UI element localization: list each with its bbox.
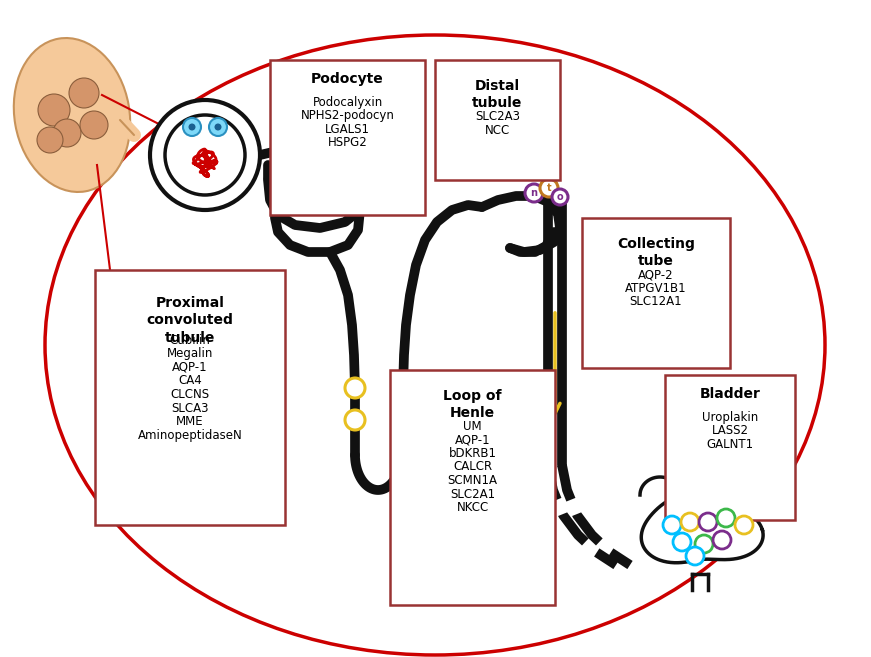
Text: ATPGV1B1: ATPGV1B1 xyxy=(625,281,687,294)
Text: CA4: CA4 xyxy=(179,374,202,388)
Circle shape xyxy=(345,410,365,430)
Text: NCC: NCC xyxy=(485,124,510,137)
Circle shape xyxy=(188,124,195,131)
Text: MME: MME xyxy=(176,415,204,428)
Text: t: t xyxy=(547,183,551,193)
Text: Bladder: Bladder xyxy=(699,387,760,401)
Circle shape xyxy=(248,288,268,308)
Bar xyxy=(390,370,555,605)
Bar xyxy=(270,60,425,215)
Circle shape xyxy=(673,533,691,551)
Circle shape xyxy=(699,513,717,531)
Text: HSPG2: HSPG2 xyxy=(327,137,368,150)
Text: LGALS1: LGALS1 xyxy=(325,123,370,136)
Text: AQP-1: AQP-1 xyxy=(455,434,490,447)
Text: o: o xyxy=(557,192,564,202)
Text: g: g xyxy=(256,320,264,330)
Text: AQP-2: AQP-2 xyxy=(638,268,674,281)
Circle shape xyxy=(150,100,260,210)
Text: GALNT1: GALNT1 xyxy=(706,438,753,451)
Text: Proximal
convoluted
tubule: Proximal convoluted tubule xyxy=(146,296,233,345)
Circle shape xyxy=(250,315,270,335)
Text: Megalin: Megalin xyxy=(167,348,213,361)
Circle shape xyxy=(53,119,81,147)
Circle shape xyxy=(345,378,365,398)
Text: SLC12A1: SLC12A1 xyxy=(630,295,682,308)
Circle shape xyxy=(37,127,63,153)
Text: n: n xyxy=(530,188,537,198)
Circle shape xyxy=(552,189,568,205)
Text: AQP-1: AQP-1 xyxy=(172,361,208,374)
Circle shape xyxy=(80,111,108,139)
Circle shape xyxy=(663,516,681,534)
Bar xyxy=(582,218,730,368)
Text: LASS2: LASS2 xyxy=(712,424,748,438)
Circle shape xyxy=(695,535,713,553)
Circle shape xyxy=(540,179,558,197)
Circle shape xyxy=(681,513,699,531)
Text: NPHS2-podocyn: NPHS2-podocyn xyxy=(300,110,395,122)
Text: Podocalyxin: Podocalyxin xyxy=(313,96,382,109)
Circle shape xyxy=(686,547,704,565)
Text: Collecting
tube: Collecting tube xyxy=(617,237,695,268)
Text: AminopeptidaseN: AminopeptidaseN xyxy=(138,428,242,442)
Text: CLCNS: CLCNS xyxy=(171,388,210,401)
Text: SLC2A3: SLC2A3 xyxy=(475,110,520,123)
Polygon shape xyxy=(641,493,763,563)
Text: SLCA3: SLCA3 xyxy=(172,401,209,415)
Circle shape xyxy=(214,124,221,131)
Text: Loop of
Henle: Loop of Henle xyxy=(443,389,502,420)
Circle shape xyxy=(209,118,227,136)
Circle shape xyxy=(717,509,735,527)
Bar xyxy=(95,270,285,525)
Text: UM: UM xyxy=(463,420,482,433)
Text: NKCC: NKCC xyxy=(456,501,489,514)
Text: SLC2A1: SLC2A1 xyxy=(450,487,495,501)
Text: Cubilin: Cubilin xyxy=(170,334,211,347)
Circle shape xyxy=(69,78,99,108)
Circle shape xyxy=(713,531,731,549)
Circle shape xyxy=(735,516,753,534)
Circle shape xyxy=(38,94,70,126)
Text: CALCR: CALCR xyxy=(453,461,492,474)
Text: Distal
tubule: Distal tubule xyxy=(472,79,523,110)
Text: Uroplakin: Uroplakin xyxy=(702,411,758,424)
Bar xyxy=(435,60,560,180)
Circle shape xyxy=(183,118,201,136)
Ellipse shape xyxy=(14,38,130,192)
Text: bDKRB1: bDKRB1 xyxy=(449,447,496,460)
Bar xyxy=(665,375,795,520)
Text: Podocyte: Podocyte xyxy=(311,72,384,86)
Circle shape xyxy=(525,184,543,202)
Text: f: f xyxy=(256,293,260,303)
Text: SCMN1A: SCMN1A xyxy=(448,474,497,487)
